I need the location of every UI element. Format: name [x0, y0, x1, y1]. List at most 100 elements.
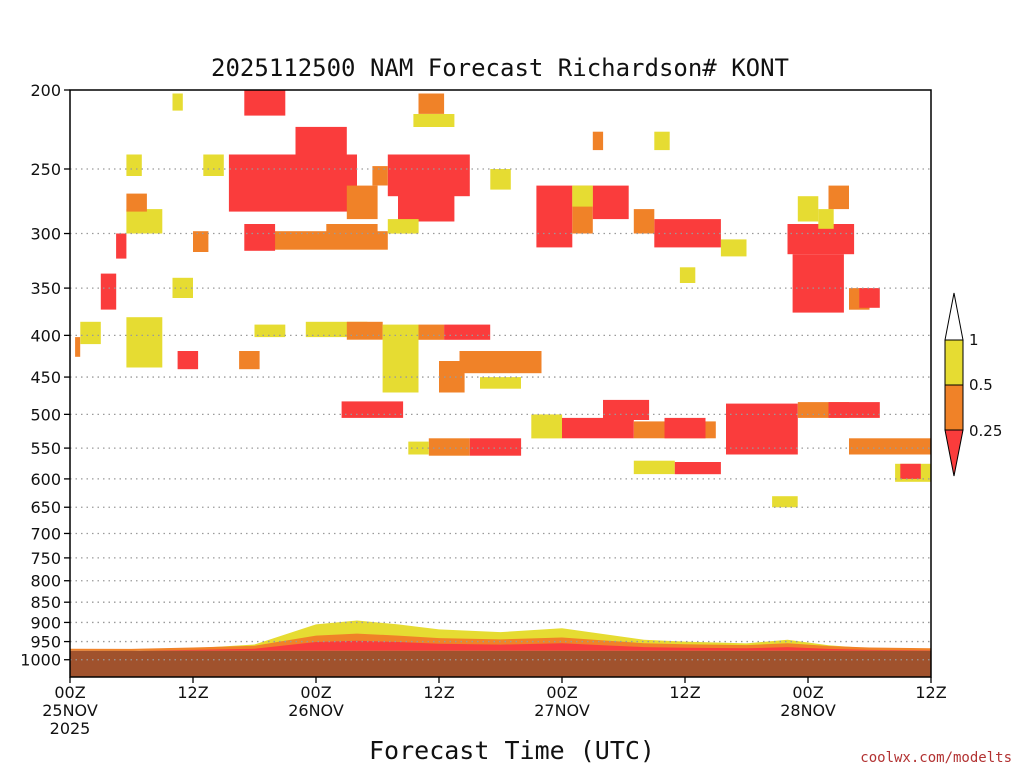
pressure-gridlines: [70, 168, 931, 661]
ri-cell-red-48: [536, 185, 573, 248]
ri-cell-red-33: [341, 401, 404, 418]
ri-cell-orange-31: [439, 361, 465, 393]
x-tick-label-0-2: 25NOV: [42, 701, 98, 720]
legend-swatch-yellow: [944, 339, 964, 386]
ri-cell-red-18: [100, 273, 117, 310]
x-tick-label-4-1: 00Z: [546, 683, 577, 702]
y-tick-label-1000: 1000: [20, 651, 61, 670]
ri-cell-yellow-14: [126, 209, 163, 234]
legend-swatch-above-1: [944, 292, 964, 341]
ri-cell-red-54: [787, 224, 855, 255]
ri-cell-red-47: [674, 462, 721, 475]
ri-cell-red-38: [562, 417, 634, 439]
ri-cell-orange-15: [126, 193, 147, 212]
x-tick-label-0-3: 2025: [50, 719, 91, 738]
ri-cell-orange-68: [592, 131, 604, 151]
ri-cell-yellow-12: [413, 114, 455, 127]
ri-cell-red-1: [228, 154, 357, 212]
boundary-band-red: [70, 640, 931, 651]
ri-cell-yellow-64: [203, 154, 224, 176]
chart-title: 2025112500 NAM Forecast Richardson# KONT: [211, 54, 789, 82]
x-tick-label-7-1: 12Z: [915, 683, 946, 702]
ri-cell-red-0: [244, 90, 286, 116]
ri-cell-orange-16: [193, 231, 209, 252]
site-credit: coolwx.com/modelts: [860, 750, 1012, 766]
ri-cell-yellow-58: [818, 209, 834, 229]
ri-cell-orange-34: [428, 438, 470, 456]
ri-cell-yellow-63: [126, 154, 142, 176]
y-tick-label-250: 250: [30, 160, 61, 179]
x-axis-title: Forecast Time (UTC): [369, 736, 655, 765]
ri-cell-yellow-32: [480, 377, 521, 389]
ri-cell-red-29: [444, 324, 491, 340]
x-tick-label-3-1: 12Z: [423, 683, 454, 702]
y-tick-label-200: 200: [30, 81, 61, 100]
ri-cell-orange-30: [459, 351, 542, 374]
legend-swatch-orange: [944, 384, 964, 431]
ri-cell-orange-9: [372, 166, 388, 186]
ri-cell-yellow-70: [720, 239, 747, 257]
ri-cell-red-57: [859, 288, 880, 308]
ri-cell-red-22: [177, 351, 199, 370]
ri-cell-yellow-46: [633, 460, 675, 475]
x-tick-label-6-2: 28NOV: [780, 701, 836, 720]
ri-cell-red-61: [900, 463, 921, 479]
x-tick-label-4-2: 27NOV: [534, 701, 590, 720]
x-tick-label-0-1: 00Z: [54, 683, 85, 702]
ri-cell-orange-52: [633, 209, 655, 234]
y-tick-label-600: 600: [30, 470, 61, 489]
ri-cell-red-5: [244, 224, 276, 251]
y-tick-label-850: 850: [30, 593, 61, 612]
ri-cell-orange-4: [269, 231, 388, 250]
ri-cell-orange-19: [75, 337, 81, 357]
ri-cell-red-6: [387, 154, 470, 197]
ri-cell-yellow-20: [80, 321, 101, 345]
ri-cell-yellow-24: [254, 324, 286, 338]
ri-cell-orange-59: [828, 185, 849, 210]
ri-cell-yellow-71: [679, 267, 696, 283]
ri-cell-red-55: [792, 254, 844, 313]
ri-cell-yellow-66: [490, 169, 511, 190]
ri-cell-orange-11: [418, 93, 445, 114]
y-tick-label-550: 550: [30, 439, 61, 458]
x-tick-label-2-2: 26NOV: [288, 701, 344, 720]
ri-cell-yellow-67: [654, 131, 670, 151]
y-tick-label-650: 650: [30, 498, 61, 517]
surface-ground: [70, 650, 931, 677]
y-tick-label-500: 500: [30, 405, 61, 424]
ri-cell-red-17: [116, 233, 127, 259]
ri-cell-orange-23: [239, 351, 260, 370]
ri-cell-red-44: [828, 402, 880, 418]
ri-cell-yellow-37: [531, 414, 563, 439]
y-tick-label-750: 750: [30, 549, 61, 568]
ri-cell-red-2: [295, 126, 347, 155]
ri-cell-red-41: [664, 417, 706, 439]
ri-cell-orange-26: [346, 321, 383, 340]
ri-cell-red-35: [469, 438, 522, 456]
ri-cell-yellow-53: [572, 185, 593, 207]
ri-cell-yellow-21: [126, 317, 163, 368]
ri-cell-yellow-10: [387, 219, 419, 234]
ri-cell-red-7: [398, 193, 455, 222]
ri-cell-red-42: [726, 403, 798, 455]
ri-cell-orange-45: [849, 438, 931, 455]
y-tick-label-400: 400: [30, 326, 61, 345]
ri-cell-yellow-62: [772, 496, 798, 508]
richardson-cells: [75, 90, 931, 508]
ri-cell-orange-8: [346, 185, 378, 220]
ri-cell-yellow-13: [172, 277, 193, 298]
y-tick-label-450: 450: [30, 368, 61, 387]
legend-label-0: 1: [969, 331, 979, 349]
ri-cell-red-39: [603, 399, 650, 420]
y-tick-label-350: 350: [30, 279, 61, 298]
x-tick-label-5-1: 12Z: [669, 683, 700, 702]
y-tick-label-800: 800: [30, 572, 61, 591]
ri-cell-red-50: [592, 185, 629, 220]
y-tick-label-300: 300: [30, 225, 61, 244]
pressure-axis: 200 250 300 350 400 450 500 550 600 650 700 750 800 8…: [20, 81, 70, 670]
legend-label-1: 0.5: [969, 376, 993, 394]
colorbar-legend: 1 0.5 0.25: [944, 292, 1002, 477]
x-tick-label-6-1: 00Z: [792, 683, 823, 702]
